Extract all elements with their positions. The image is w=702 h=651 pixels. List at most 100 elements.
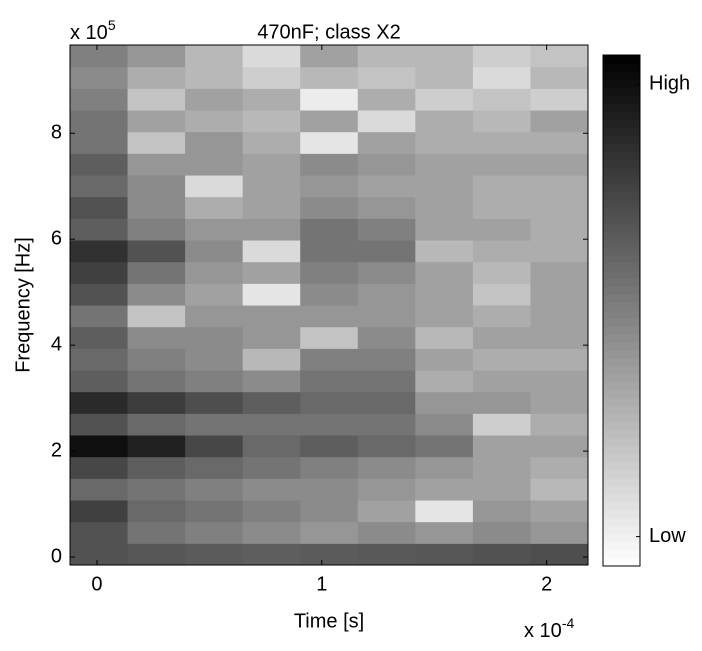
cell	[300, 326, 359, 349]
cell	[127, 175, 186, 198]
cell	[127, 391, 186, 414]
cell	[530, 261, 589, 284]
cell	[530, 196, 589, 219]
cell	[127, 153, 186, 176]
cell	[300, 110, 359, 133]
cell	[357, 66, 416, 89]
colorbar-step	[603, 558, 640, 567]
cell	[472, 261, 531, 284]
colorbar-step	[603, 462, 640, 471]
cell	[185, 218, 244, 241]
cell	[472, 131, 531, 154]
cell	[472, 456, 531, 479]
cell	[70, 240, 129, 263]
y-tick-label: 0	[51, 545, 62, 567]
cell	[70, 66, 129, 89]
cell	[70, 370, 129, 393]
cell	[300, 348, 359, 371]
cell	[415, 326, 474, 349]
cell	[530, 131, 589, 154]
cell	[185, 543, 244, 566]
cell	[185, 45, 244, 68]
colorbar-step	[603, 350, 640, 359]
cell	[70, 175, 129, 198]
cell	[185, 240, 244, 263]
x-axis-label: Time [s]	[294, 610, 364, 632]
cell	[357, 261, 416, 284]
cell	[185, 131, 244, 154]
cell	[127, 456, 186, 479]
y-tick-label: 6	[51, 227, 62, 249]
cell	[70, 305, 129, 328]
colorbar-step	[603, 486, 640, 495]
y-multiplier-base: x 10	[70, 22, 108, 44]
cell	[472, 110, 531, 133]
cell	[242, 500, 301, 523]
cell	[70, 218, 129, 241]
cell	[357, 456, 416, 479]
cell	[185, 370, 244, 393]
colorbar-step	[603, 366, 640, 375]
cell	[530, 478, 589, 501]
colorbar-step	[603, 238, 640, 248]
cell	[70, 196, 129, 219]
cell	[127, 305, 186, 328]
colorbar-step	[603, 438, 640, 447]
cell	[127, 131, 186, 154]
cell	[530, 500, 589, 523]
cell	[242, 240, 301, 263]
cell	[357, 196, 416, 219]
cell	[185, 261, 244, 284]
colorbar-step	[603, 55, 640, 64]
cell	[185, 153, 244, 176]
cell	[472, 196, 531, 219]
cell	[242, 305, 301, 328]
y-tick-label: 8	[51, 122, 62, 144]
plot-frame	[69, 44, 589, 566]
cell	[242, 153, 301, 176]
cell	[300, 435, 359, 458]
cell	[415, 413, 474, 436]
cell	[300, 370, 359, 393]
colorbar-step	[603, 526, 640, 535]
cell	[127, 218, 186, 241]
cell	[415, 348, 474, 371]
cell	[70, 543, 129, 566]
cell	[185, 456, 244, 479]
cell	[472, 543, 531, 566]
colorbar-frame	[602, 54, 641, 567]
cell	[127, 500, 186, 523]
y-axis-label: Frequency [Hz]	[12, 237, 34, 373]
cell	[242, 196, 301, 219]
colorbar-step	[603, 126, 640, 136]
colorbar-step	[603, 406, 640, 415]
cell	[70, 521, 129, 544]
cell	[242, 88, 301, 111]
colorbar-step	[603, 198, 640, 208]
cell	[242, 131, 301, 154]
cell	[472, 413, 531, 436]
cell	[357, 391, 416, 414]
cell	[530, 413, 589, 436]
colorbar-step	[603, 326, 640, 335]
cell	[242, 45, 301, 68]
colorbar-step	[603, 422, 640, 431]
cell	[530, 153, 589, 176]
colorbar-step	[603, 342, 640, 351]
cell	[300, 261, 359, 284]
cell	[242, 218, 301, 241]
cell	[242, 348, 301, 371]
colorbar-step	[603, 510, 640, 519]
cell	[242, 391, 301, 414]
cell	[357, 283, 416, 306]
cell	[300, 153, 359, 176]
cell	[530, 283, 589, 306]
cell	[127, 240, 186, 263]
cell	[185, 413, 244, 436]
cell	[415, 153, 474, 176]
colorbar-step	[603, 302, 640, 311]
cell	[472, 391, 531, 414]
cell	[70, 45, 129, 68]
colorbar-step	[603, 542, 640, 551]
cell	[357, 88, 416, 111]
